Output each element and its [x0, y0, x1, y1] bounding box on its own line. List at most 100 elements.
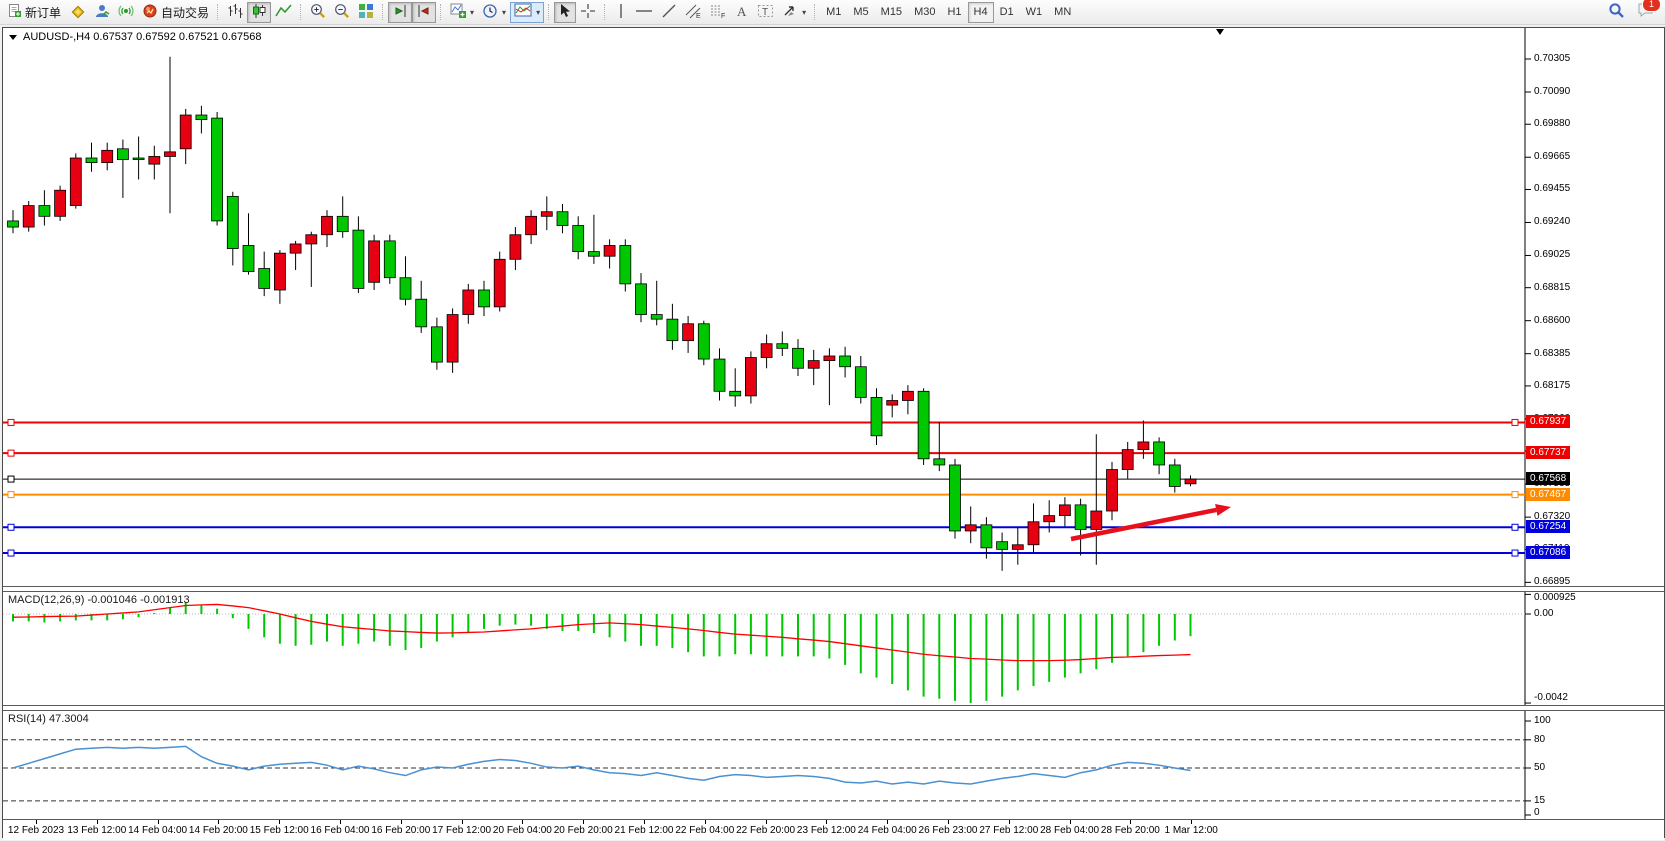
price-axis-tick-label: 0.69880 [1534, 118, 1571, 130]
rsi-axis-tick-label: 50 [1534, 762, 1546, 773]
svg-text:T: T [762, 7, 768, 18]
add-indicator-button[interactable]: ▾ [446, 2, 478, 23]
equidistant-channel-button[interactable]: E [681, 2, 706, 23]
price-axis-tick-label: 0.66895 [1534, 576, 1571, 586]
accounts-button[interactable] [90, 2, 114, 23]
level-handle[interactable] [1511, 418, 1519, 426]
toolbar-separator [814, 4, 816, 20]
vertical-line-button[interactable] [610, 2, 631, 23]
chat-button[interactable]: 1 [1637, 0, 1661, 23]
timeframe-m1-button[interactable]: M1 [820, 2, 847, 23]
date-axis-tick [1191, 820, 1193, 824]
date-axis-tick [522, 820, 524, 824]
candlestick-chart-icon [251, 3, 267, 22]
trend-arrow-head[interactable] [1215, 504, 1231, 516]
timeframe-d1-button[interactable]: D1 [994, 2, 1020, 23]
price-axis-tick-label: 0.69025 [1534, 249, 1571, 261]
text-button[interactable]: A [731, 2, 753, 23]
timeframe-h1-button[interactable]: H1 [941, 2, 967, 23]
rsi-indicator-pane[interactable]: RSI(14) 47.3004 100 80 50 15 0 [3, 711, 1664, 819]
autotrading-button[interactable]: 自动交易 [138, 2, 213, 23]
timeframe-h4-button[interactable]: H4 [967, 1, 994, 23]
bullish-candle [509, 234, 522, 260]
fibonacci-button[interactable]: F [706, 2, 731, 23]
period-clock-button[interactable]: ▾ [478, 2, 510, 23]
date-axis-label: 27 Feb 12:00 [979, 825, 1039, 836]
chart-shift-button[interactable] [388, 1, 413, 23]
date-axis-tick [36, 820, 37, 824]
template-button[interactable]: ▾ [510, 1, 545, 23]
bar-chart-button[interactable] [223, 2, 247, 23]
timeframe-w1-button[interactable]: W1 [1020, 2, 1049, 23]
timeframe-m5-button[interactable]: M5 [847, 2, 874, 23]
text-label-button[interactable]: T [753, 2, 778, 23]
date-axis-tick [765, 820, 767, 824]
signals-button[interactable] [114, 2, 138, 23]
bullish-candle [1106, 469, 1118, 512]
timeframe-m15-button[interactable]: M15 [875, 2, 908, 23]
date-axis-label: 22 Feb 20:00 [736, 825, 796, 836]
chart-shift-marker-icon[interactable] [1216, 29, 1224, 35]
bullish-candle [148, 156, 161, 165]
level-handle[interactable] [1511, 549, 1519, 557]
bullish-candle [321, 215, 333, 236]
timeframe-m30-button[interactable]: M30 [908, 2, 941, 23]
zoom-out-button[interactable] [330, 2, 354, 23]
level-handle[interactable] [7, 475, 15, 483]
date-axis-label: 1 Mar 12:00 [1164, 825, 1218, 836]
bearish-candle [7, 220, 19, 228]
pane-splitter[interactable] [3, 586, 1664, 592]
bearish-candle [996, 541, 1008, 550]
toolbar-separator [440, 4, 442, 20]
new-order-button[interactable]: 新订单 [3, 2, 65, 23]
level-handle[interactable] [7, 418, 15, 426]
bullish-candle [101, 149, 114, 164]
date-axis-label: 20 Feb 20:00 [553, 825, 613, 836]
level-handle[interactable] [1511, 523, 1519, 531]
chat-badge: 1 [1642, 0, 1661, 12]
search-button[interactable] [1604, 2, 1629, 23]
equidistant-channel-icon: E [685, 3, 702, 22]
price-axis-tick-label: 0.68815 [1534, 281, 1571, 293]
level-handle[interactable] [7, 523, 15, 531]
toolbar-separator [382, 4, 384, 20]
line-chart-button[interactable] [271, 2, 296, 23]
market-watch-button[interactable] [65, 2, 90, 23]
tile-windows-button[interactable] [354, 2, 378, 23]
bearish-candle [650, 314, 663, 320]
chevron-down-icon: ▾ [536, 7, 541, 17]
level-handle[interactable] [7, 549, 15, 557]
macd-axis-tick-label: -0.0042 [1534, 692, 1568, 703]
auto-scroll-button[interactable] [412, 1, 437, 23]
date-axis-tick [887, 820, 889, 824]
date-axis-tick [583, 820, 585, 824]
level-handle[interactable] [1511, 491, 1519, 499]
level-handle[interactable] [7, 491, 15, 499]
trendline-button[interactable] [657, 2, 681, 23]
bullish-candle [1059, 504, 1071, 517]
level-handle[interactable] [7, 449, 15, 457]
date-axis-tick [644, 820, 645, 824]
macd-axis-tick-label: 0.000925 [1534, 592, 1576, 603]
autotrading-label: 自动交易 [161, 5, 210, 20]
price-chart-pane[interactable]: AUDUSD-,H4 0.67537 0.67592 0.67521 0.675… [3, 28, 1664, 586]
zoom-in-button[interactable] [306, 2, 330, 23]
horizontal-line-button[interactable] [631, 2, 657, 23]
pane-splitter[interactable] [3, 705, 1664, 711]
trend-arrow-line[interactable] [1070, 507, 1217, 542]
macd-indicator-pane[interactable]: MACD(12,26,9) -0.001046 -0.001913 0.0009… [3, 592, 1664, 705]
rsi-axis-tick-label: 100 [1534, 715, 1551, 726]
search-icon [1608, 2, 1625, 22]
crosshair-button[interactable] [576, 2, 600, 23]
timeframe-mn-button[interactable]: MN [1048, 2, 1077, 23]
price-axis-tick-label: 0.68600 [1534, 314, 1571, 326]
date-axis[interactable]: 12 Feb 2023 13 Feb 12:00 14 Feb 04:00 14 Fe… [3, 819, 1664, 840]
bullish-candle [807, 360, 820, 369]
symbol-dropdown-icon[interactable] [9, 34, 17, 40]
toolbar: 新订单 自动交易 [0, 0, 1665, 25]
candlestick-chart-button[interactable] [247, 1, 272, 23]
arrow-objects-button[interactable]: ▾ [778, 2, 810, 23]
autotrading-icon [142, 3, 158, 22]
cursor-button[interactable] [554, 1, 577, 23]
